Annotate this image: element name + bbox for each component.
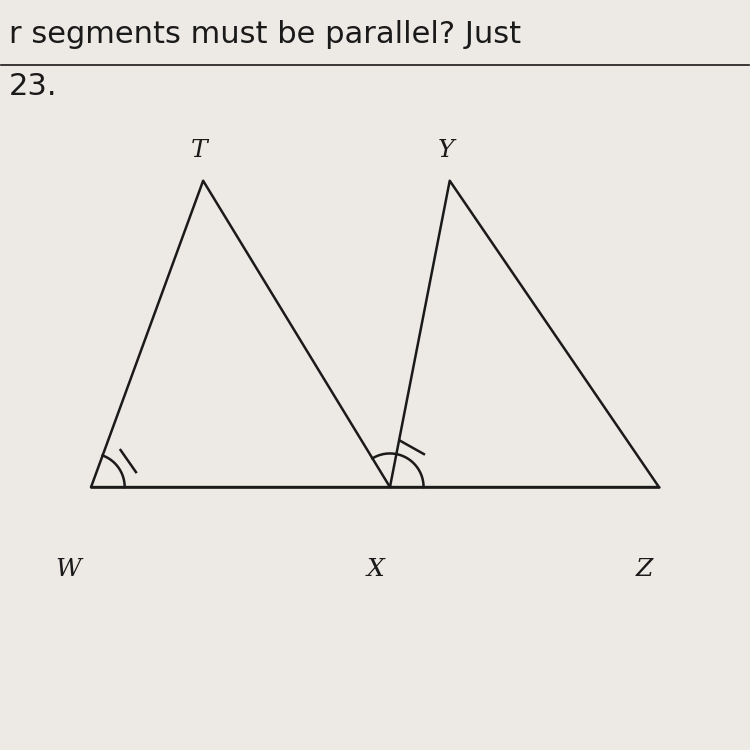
Text: T: T — [191, 140, 208, 162]
Text: W: W — [56, 558, 82, 580]
Text: 23.: 23. — [9, 73, 57, 101]
Text: Y: Y — [438, 140, 454, 162]
Text: r segments must be parallel? Just: r segments must be parallel? Just — [9, 20, 521, 49]
Text: X: X — [366, 558, 384, 580]
Text: Z: Z — [635, 558, 652, 580]
